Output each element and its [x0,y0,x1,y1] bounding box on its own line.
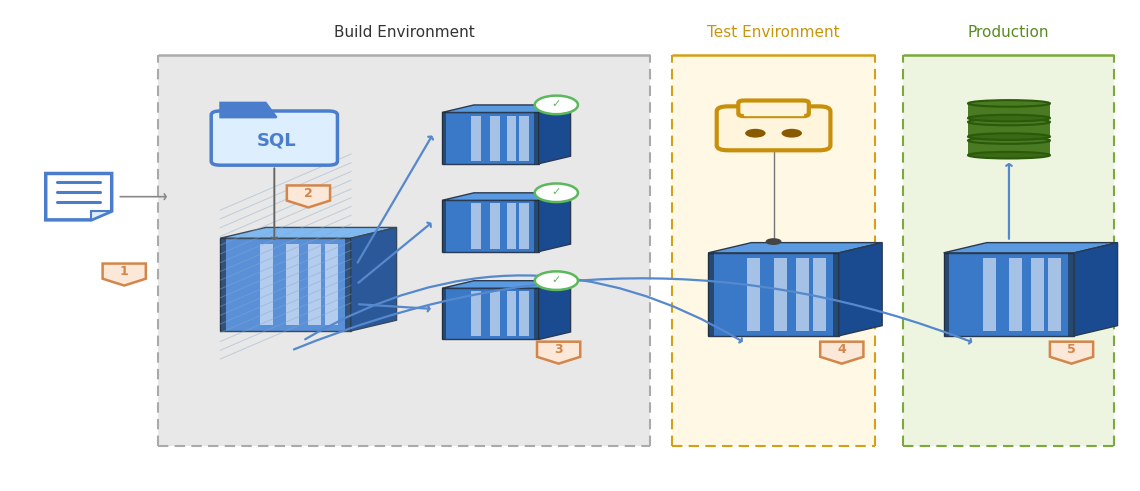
Polygon shape [220,103,277,117]
Polygon shape [968,104,1050,118]
Polygon shape [507,203,516,248]
Polygon shape [833,253,839,336]
Polygon shape [220,227,397,238]
Polygon shape [1032,258,1044,331]
Ellipse shape [968,100,1050,107]
Polygon shape [968,140,1050,155]
Polygon shape [708,243,882,253]
Polygon shape [471,203,481,248]
Polygon shape [1068,253,1074,336]
Polygon shape [520,291,529,336]
Text: 3: 3 [554,344,563,356]
Polygon shape [520,203,529,248]
Circle shape [535,272,578,290]
Polygon shape [539,193,570,251]
Polygon shape [535,200,539,251]
Polygon shape [46,173,112,220]
Polygon shape [220,238,226,331]
Text: 1: 1 [120,265,129,278]
Polygon shape [983,258,996,331]
Polygon shape [490,203,500,248]
Text: 2: 2 [304,187,312,200]
Polygon shape [103,264,146,286]
Polygon shape [520,115,529,161]
Polygon shape [813,258,825,331]
Polygon shape [539,281,570,339]
Text: 4: 4 [838,344,846,356]
Polygon shape [442,193,570,200]
Circle shape [535,96,578,114]
Polygon shape [442,288,539,339]
Polygon shape [708,253,839,336]
Polygon shape [708,253,714,336]
Polygon shape [535,112,539,164]
Polygon shape [345,238,351,331]
Polygon shape [944,243,1117,253]
Text: ✓: ✓ [552,275,561,285]
Polygon shape [748,258,760,331]
Polygon shape [220,238,351,331]
Polygon shape [442,112,539,164]
Polygon shape [537,342,580,364]
Polygon shape [944,253,1074,336]
Polygon shape [1050,342,1093,364]
Text: 5: 5 [1067,344,1076,356]
Polygon shape [744,107,804,115]
Polygon shape [442,105,570,112]
Polygon shape [442,281,570,288]
Polygon shape [260,244,272,326]
Text: ✓: ✓ [552,99,561,109]
Text: ✓: ✓ [552,187,561,197]
FancyBboxPatch shape [717,107,830,150]
Polygon shape [1074,243,1117,336]
Polygon shape [442,200,539,251]
Text: SQL: SQL [256,132,296,150]
Polygon shape [968,122,1050,136]
Polygon shape [308,244,321,326]
Ellipse shape [968,152,1050,159]
Polygon shape [839,243,882,336]
Ellipse shape [968,134,1050,140]
Polygon shape [1048,258,1061,331]
Circle shape [746,129,766,137]
Polygon shape [774,258,787,331]
Text: Test Environment: Test Environment [707,26,840,40]
Polygon shape [471,291,481,336]
Polygon shape [287,186,331,207]
Polygon shape [91,211,112,220]
Polygon shape [286,244,299,326]
Polygon shape [442,112,447,164]
Ellipse shape [968,115,1050,121]
Text: Build Environment: Build Environment [334,26,474,40]
Polygon shape [325,244,337,326]
Polygon shape [490,291,500,336]
Ellipse shape [968,119,1050,125]
Polygon shape [507,291,516,336]
FancyBboxPatch shape [739,101,808,116]
Text: Production: Production [968,26,1049,40]
Polygon shape [490,115,500,161]
Ellipse shape [968,137,1050,144]
Polygon shape [442,288,447,339]
Polygon shape [351,227,397,331]
Polygon shape [507,115,516,161]
FancyBboxPatch shape [211,111,337,165]
Circle shape [766,238,782,245]
Polygon shape [539,105,570,164]
Polygon shape [673,55,874,446]
Circle shape [782,129,803,137]
Polygon shape [442,200,447,251]
Polygon shape [944,253,950,336]
Polygon shape [903,55,1114,446]
Circle shape [535,184,578,202]
Polygon shape [1009,258,1023,331]
Polygon shape [820,342,863,364]
Polygon shape [158,55,650,446]
Polygon shape [471,115,481,161]
Polygon shape [796,258,809,331]
Polygon shape [535,288,539,339]
